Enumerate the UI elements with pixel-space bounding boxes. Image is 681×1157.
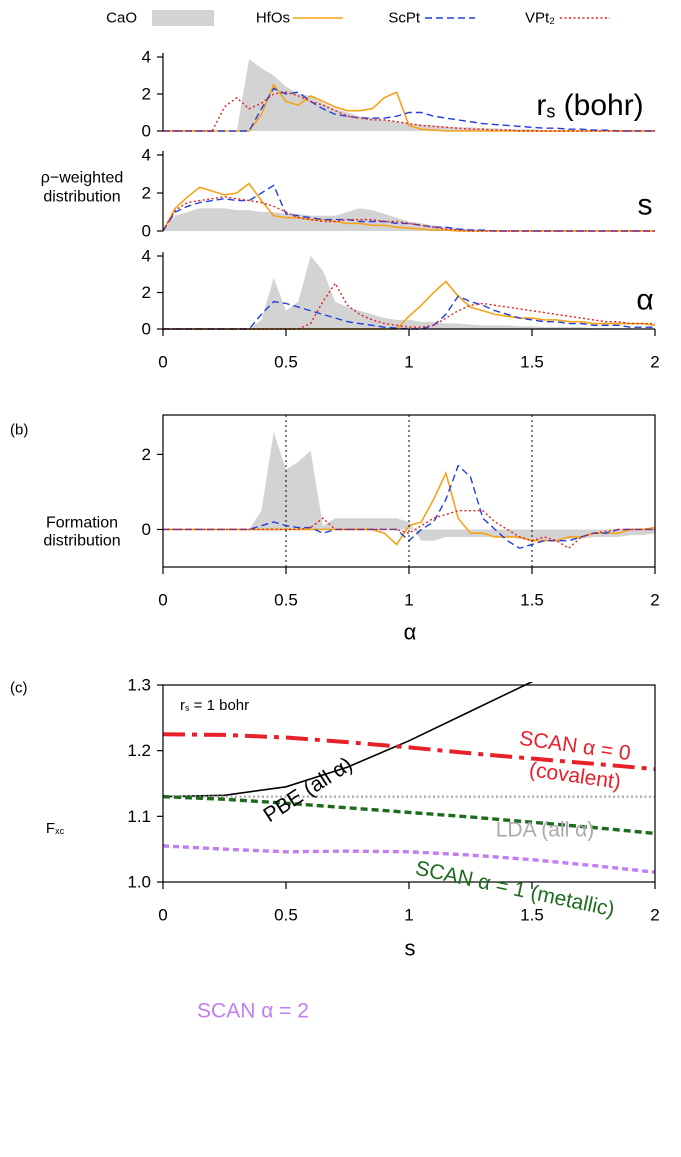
y-tick-label: 1.0	[127, 873, 151, 892]
plot-area	[163, 58, 655, 132]
legend-label: HfOs	[256, 10, 290, 27]
panel-label: (c)	[10, 680, 28, 697]
curve-label: SCAN α = 2	[197, 1000, 309, 1023]
y-tick-label: 2	[142, 283, 151, 302]
plot-area	[163, 256, 655, 330]
x-tick-label: 0	[158, 591, 167, 610]
legend-swatch	[152, 10, 214, 26]
subplot-label: rs (bohr)	[536, 89, 643, 122]
text-part: = 1 bohr	[190, 697, 250, 714]
x-tick-label: 0	[158, 906, 167, 925]
y-axis-label: Formation	[46, 515, 118, 532]
x-axis-label: α	[404, 620, 417, 645]
legend-label: VPt₂	[525, 10, 555, 27]
line	[163, 196, 655, 232]
y-tick-label: 4	[142, 247, 151, 266]
x-tick-label: 2	[650, 353, 659, 372]
text-part: F	[46, 820, 55, 837]
note: rs = 1 bohr	[180, 697, 249, 714]
y-tick-label: 0	[142, 122, 151, 141]
x-tick-label: 1	[404, 906, 413, 925]
subscript: xc	[55, 826, 65, 836]
text-part: (bohr)	[555, 89, 643, 122]
x-tick-label: 1.5	[520, 353, 544, 372]
y-tick-label: 1.2	[127, 741, 151, 760]
text-part: r	[536, 89, 546, 122]
x-tick-label: 1.5	[520, 906, 544, 925]
curve-label: LDA (all α)	[496, 819, 595, 842]
subscript: s	[546, 101, 555, 121]
line	[163, 732, 655, 772]
y-axis-label: ρ−weighted	[41, 170, 124, 187]
y-tick-label: 4	[142, 48, 151, 67]
x-axis-label: s	[405, 936, 416, 961]
y-tick-label: 4	[142, 146, 151, 165]
y-tick-label: 0	[142, 320, 151, 339]
y-tick-label: 1.3	[127, 676, 151, 695]
x-tick-label: 1.5	[520, 591, 544, 610]
line	[163, 794, 655, 836]
curve-label: (covalent)	[528, 758, 623, 794]
area	[163, 431, 655, 541]
x-tick-label: 0	[158, 353, 167, 372]
subscript: s	[185, 703, 190, 713]
x-tick-label: 0.5	[274, 353, 298, 372]
text-part: r	[180, 697, 185, 714]
y-tick-label: 1.1	[127, 807, 151, 826]
x-tick-label: 1	[404, 353, 413, 372]
y-axis-label: distribution	[43, 189, 120, 206]
line	[163, 87, 655, 132]
subplot-label: s	[638, 189, 653, 222]
y-tick-label: 2	[142, 184, 151, 203]
panel-label: (b)	[10, 422, 28, 439]
x-tick-label: 2	[650, 906, 659, 925]
y-tick-label: 2	[142, 85, 151, 104]
line	[163, 91, 655, 132]
area	[163, 256, 655, 329]
x-tick-label: 0.5	[274, 591, 298, 610]
y-tick-label: 2	[142, 445, 151, 464]
legend-label: ScPt	[388, 10, 421, 27]
plot-area	[163, 682, 655, 874]
y-tick-label: 0	[142, 520, 151, 539]
y-tick-label: 0	[142, 222, 151, 241]
x-tick-label: 0.5	[274, 906, 298, 925]
line	[163, 682, 534, 798]
subplot-label: α	[636, 284, 653, 317]
x-tick-label: 2	[650, 591, 659, 610]
x-tick-label: 1	[404, 591, 413, 610]
area	[163, 58, 655, 131]
line	[163, 510, 655, 550]
legend-label: CaO	[106, 10, 137, 27]
line	[163, 844, 655, 874]
y-axis-label: distribution	[43, 533, 120, 550]
curve-label: PBE (all α)	[259, 753, 356, 827]
y-axis-label: Fxc	[46, 820, 65, 837]
plot-area	[163, 182, 655, 232]
